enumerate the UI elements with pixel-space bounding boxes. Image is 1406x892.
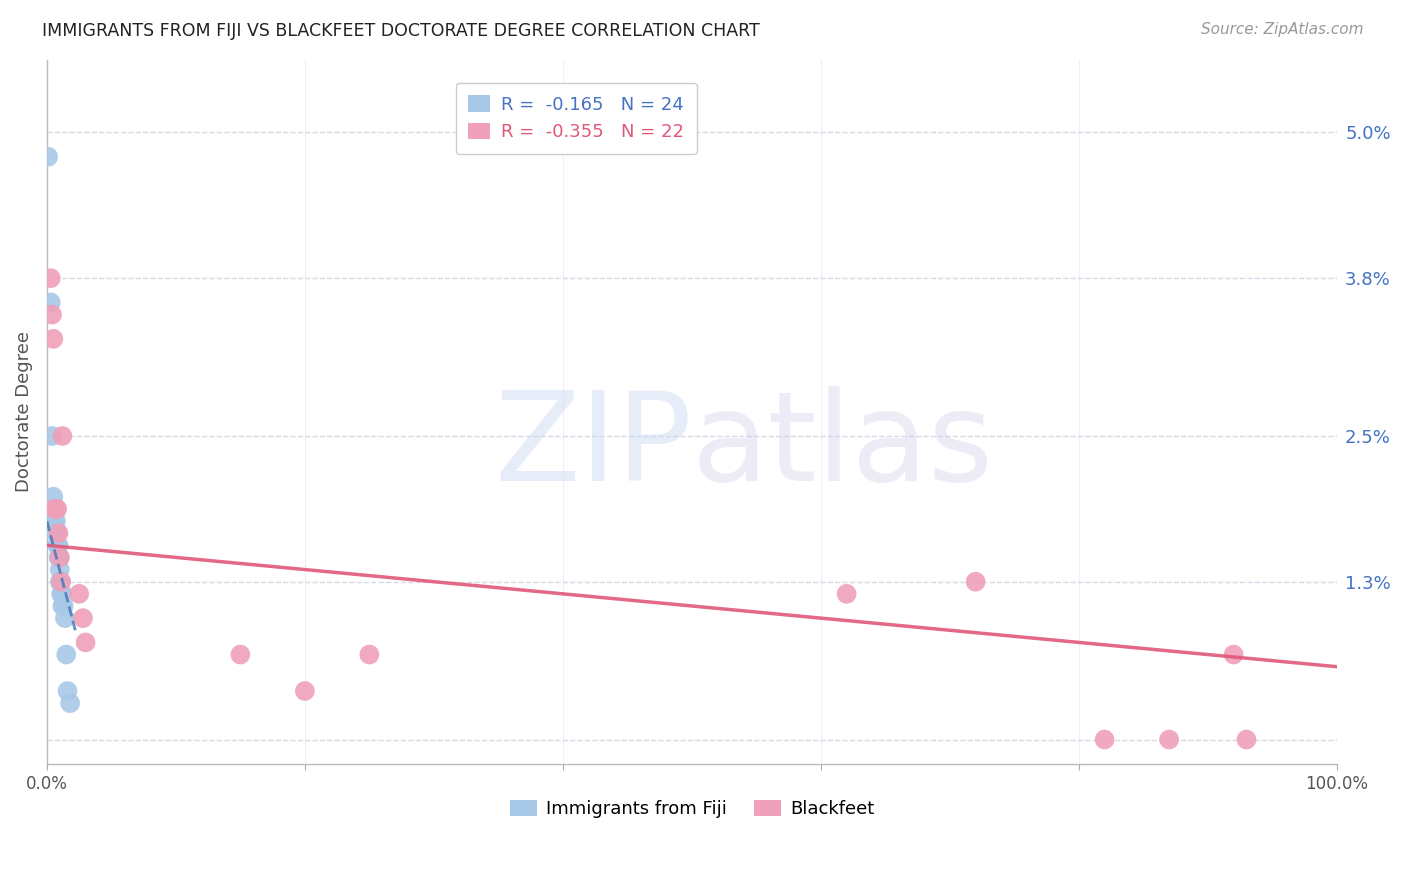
Point (229, 648, 252, 662)
Point (41, 308, 63, 322)
Point (294, 684, 316, 698)
Text: atlas: atlas (692, 386, 994, 508)
Point (48, 526, 70, 541)
Point (41, 429, 63, 443)
Point (1222, 648, 1244, 662)
Point (359, 648, 381, 662)
Point (44, 514, 66, 528)
Point (37, 150, 59, 164)
Point (1094, 732, 1116, 747)
Point (56, 684, 79, 698)
Point (46, 538, 69, 552)
Point (49, 574, 72, 589)
Point (44, 501, 66, 516)
Point (48, 550, 70, 565)
Point (53, 611, 76, 625)
Point (49, 587, 72, 601)
Point (965, 574, 987, 589)
Point (59, 696, 82, 710)
Point (46, 526, 69, 541)
Point (45, 514, 67, 528)
Point (75, 635, 97, 649)
Text: Source: ZipAtlas.com: Source: ZipAtlas.com (1201, 22, 1364, 37)
Point (1159, 732, 1181, 747)
Point (49, 563, 72, 577)
Point (45, 526, 67, 541)
Point (48, 538, 70, 552)
Point (49, 574, 72, 589)
Point (39, 271, 62, 285)
Text: IMMIGRANTS FROM FIJI VS BLACKFEET DOCTORATE DEGREE CORRELATION CHART: IMMIGRANTS FROM FIJI VS BLACKFEET DOCTOR… (42, 22, 759, 40)
Point (46, 501, 69, 516)
Point (42, 332, 65, 346)
Y-axis label: Doctorate Degree: Doctorate Degree (15, 331, 32, 492)
Legend: Immigrants from Fiji, Blackfeet: Immigrants from Fiji, Blackfeet (502, 792, 882, 825)
Point (42, 490, 65, 504)
Point (1236, 732, 1258, 747)
Point (51, 587, 73, 601)
Point (49, 550, 72, 565)
Point (39, 295, 62, 310)
Point (51, 429, 73, 443)
Point (835, 587, 858, 601)
Point (67, 587, 90, 601)
Point (52, 599, 75, 613)
Point (49, 550, 72, 565)
Point (51, 599, 73, 613)
Point (45, 501, 67, 516)
Text: ZIP: ZIP (494, 386, 692, 508)
Point (49, 574, 72, 589)
Point (55, 648, 77, 662)
Point (44, 501, 66, 516)
Point (72, 611, 94, 625)
